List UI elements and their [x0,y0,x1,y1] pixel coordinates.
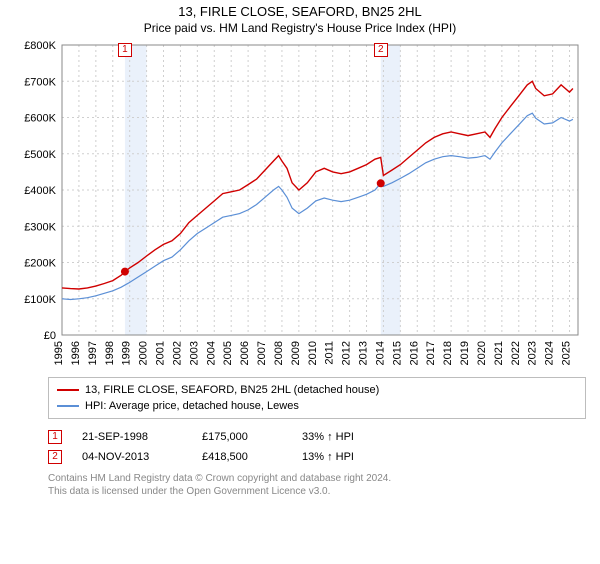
svg-text:2013: 2013 [358,341,370,365]
svg-text:1998: 1998 [104,341,116,365]
legend-label: 13, FIRLE CLOSE, SEAFORD, BN25 2HL (deta… [85,384,379,396]
svg-text:£300K: £300K [24,221,56,233]
legend-item: HPI: Average price, detached house, Lewe… [57,398,577,414]
svg-text:£200K: £200K [24,258,56,270]
svg-text:1995: 1995 [53,341,65,365]
svg-text:2009: 2009 [290,341,302,365]
svg-text:2005: 2005 [222,341,234,365]
sale-event-row: 1 21-SEP-1998 £175,000 33% ↑ HPI [48,427,586,447]
chart-marker-box: 1 [118,43,132,57]
svg-text:2021: 2021 [493,341,505,365]
sale-event-row: 2 04-NOV-2013 £418,500 13% ↑ HPI [48,447,586,467]
svg-text:2002: 2002 [171,341,183,365]
svg-text:£0: £0 [44,330,56,342]
chart-container: 13, FIRLE CLOSE, SEAFORD, BN25 2HL Price… [0,4,600,564]
svg-text:1999: 1999 [121,341,133,365]
svg-text:2010: 2010 [307,341,319,365]
svg-text:2017: 2017 [425,341,437,365]
event-marker-box: 1 [48,430,62,444]
event-price: £175,000 [202,431,282,443]
event-delta: 13% ↑ HPI [302,451,382,463]
event-price: £418,500 [202,451,282,463]
svg-text:2018: 2018 [442,341,454,365]
svg-text:2011: 2011 [324,341,336,365]
svg-text:2007: 2007 [256,341,268,365]
sale-events: 1 21-SEP-1998 £175,000 33% ↑ HPI 2 04-NO… [48,427,586,467]
svg-text:2023: 2023 [527,341,539,365]
footer-attribution: Contains HM Land Registry data © Crown c… [48,473,586,498]
event-date: 21-SEP-1998 [82,431,182,443]
chart-subtitle: Price paid vs. HM Land Registry's House … [0,21,600,35]
svg-text:2019: 2019 [459,341,471,365]
event-delta: 33% ↑ HPI [302,431,382,443]
chart-title: 13, FIRLE CLOSE, SEAFORD, BN25 2HL [0,4,600,19]
svg-text:2006: 2006 [239,341,251,365]
line-chart: £0 £100K £200K £300K £400K £500K £600K £700K £80… [14,41,586,371]
legend-item: 13, FIRLE CLOSE, SEAFORD, BN25 2HL (deta… [57,382,577,398]
svg-text:2003: 2003 [188,341,200,365]
svg-text:2008: 2008 [273,341,285,365]
svg-text:£400K: £400K [24,185,56,197]
footer-line: This data is licensed under the Open Gov… [48,486,586,499]
svg-text:2020: 2020 [476,341,488,365]
svg-text:£600K: £600K [24,113,56,125]
chart-marker-box: 2 [374,43,388,57]
svg-text:2015: 2015 [391,341,403,365]
event-date: 04-NOV-2013 [82,451,182,463]
svg-text:2016: 2016 [408,341,420,365]
svg-text:2000: 2000 [138,341,150,365]
svg-text:1996: 1996 [70,341,82,365]
svg-text:£100K: £100K [24,294,56,306]
svg-text:2014: 2014 [374,341,386,365]
svg-text:£500K: £500K [24,149,56,161]
legend-swatch [57,389,79,391]
svg-text:1997: 1997 [87,341,99,365]
legend-label: HPI: Average price, detached house, Lewe… [85,400,299,412]
svg-text:£700K: £700K [24,76,56,88]
legend: 13, FIRLE CLOSE, SEAFORD, BN25 2HL (deta… [48,377,586,419]
svg-text:2004: 2004 [205,341,217,365]
footer-line: Contains HM Land Registry data © Crown c… [48,473,586,486]
chart-plot-wrap: £0 £100K £200K £300K £400K £500K £600K £700K £80… [14,41,586,371]
svg-text:2025: 2025 [561,341,573,365]
legend-swatch [57,405,79,407]
svg-text:£800K: £800K [24,41,56,52]
svg-text:2001: 2001 [155,341,167,365]
svg-text:2022: 2022 [510,341,522,365]
event-marker-box: 2 [48,450,62,464]
svg-text:2024: 2024 [544,341,556,365]
svg-text:2012: 2012 [341,341,353,365]
